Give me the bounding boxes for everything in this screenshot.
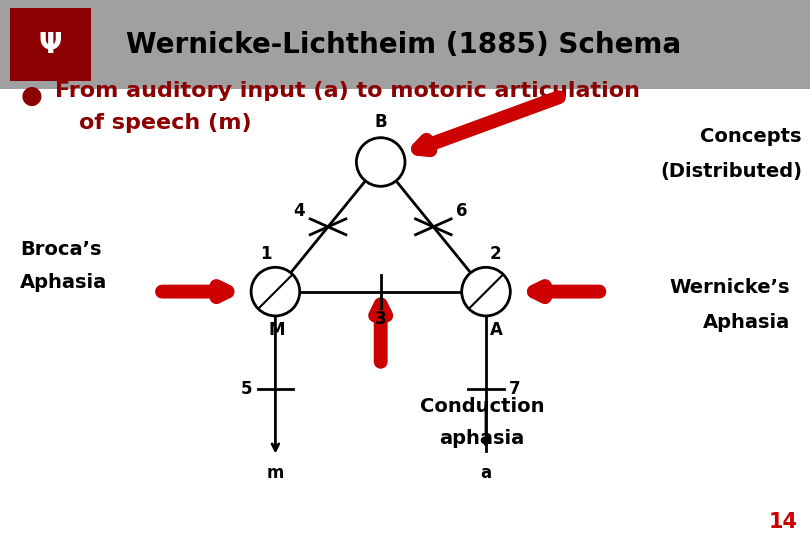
Text: Concepts: Concepts (701, 127, 802, 146)
Text: Conduction: Conduction (420, 397, 544, 416)
Bar (10, 8, 91, 81)
Text: aphasia: aphasia (439, 429, 525, 448)
Text: 1: 1 (260, 245, 271, 263)
Text: ●: ● (20, 84, 42, 107)
Text: 14: 14 (769, 512, 798, 532)
Text: (Distributed): (Distributed) (660, 162, 802, 181)
Text: 3: 3 (375, 310, 386, 328)
Text: 2: 2 (490, 245, 501, 263)
Ellipse shape (251, 267, 300, 316)
Text: M: M (269, 321, 285, 339)
Text: Wernicke-Lichtheim (1885) Schema: Wernicke-Lichtheim (1885) Schema (126, 31, 680, 58)
Text: Wernicke’s: Wernicke’s (669, 278, 790, 297)
Text: 7: 7 (509, 380, 520, 398)
Text: a: a (480, 464, 492, 482)
Text: Aphasia: Aphasia (20, 273, 108, 292)
Ellipse shape (462, 267, 510, 316)
Text: From auditory input (a) to motoric articulation: From auditory input (a) to motoric artic… (55, 81, 640, 101)
Bar (0, 0, 810, 89)
Text: Aphasia: Aphasia (702, 313, 790, 332)
Text: Broca’s: Broca’s (20, 240, 102, 259)
Text: Ψ: Ψ (38, 31, 62, 58)
Text: A: A (490, 321, 503, 339)
Text: 5: 5 (241, 380, 253, 398)
Ellipse shape (356, 138, 405, 186)
Text: of speech (m): of speech (m) (79, 113, 252, 133)
Text: 4: 4 (294, 202, 305, 220)
Text: 6: 6 (456, 202, 467, 220)
Text: B: B (374, 113, 387, 131)
Text: m: m (266, 464, 284, 482)
